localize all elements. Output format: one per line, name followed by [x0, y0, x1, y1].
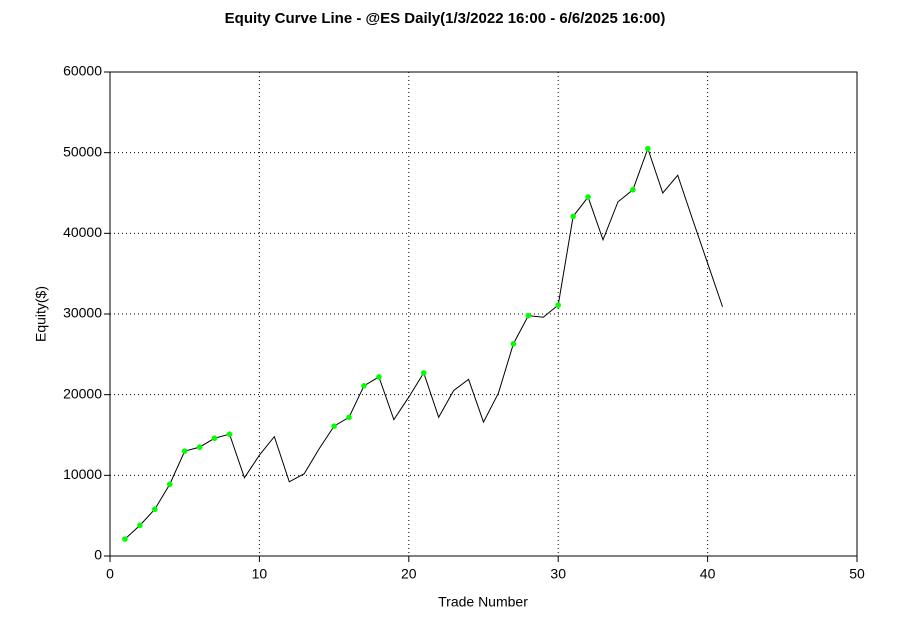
new-high-marker: [137, 522, 143, 529]
new-high-marker: [525, 312, 532, 319]
x-tick-label: 40: [700, 566, 716, 582]
x-axis-label: Trade Number: [438, 594, 528, 610]
new-high-marker: [376, 374, 382, 380]
new-high-marker: [196, 444, 203, 450]
new-high-marker: [122, 536, 128, 542]
x-tick-label: 20: [401, 566, 417, 582]
x-tick-label: 0: [106, 566, 114, 582]
new-high-marker: [570, 213, 576, 220]
plot-frame: [109, 71, 858, 557]
new-high-marker: [420, 370, 427, 376]
x-tick-label: 50: [849, 566, 865, 582]
x-tick-label: 30: [550, 566, 566, 582]
y-tick-label: 30000: [63, 305, 102, 321]
new-high-marker: [585, 194, 591, 200]
new-high-marker: [346, 414, 352, 421]
x-tick-label: 10: [252, 566, 268, 582]
new-high-marker: [645, 145, 651, 152]
y-tick-label: 60000: [63, 63, 102, 79]
y-axis-label: Equity($): [33, 286, 49, 342]
new-high-marker: [226, 431, 233, 437]
y-tick-label: 40000: [63, 224, 102, 240]
new-high-marker: [152, 506, 158, 513]
y-tick-label: 0: [94, 547, 102, 563]
new-high-marker: [166, 481, 173, 488]
new-high-marker: [211, 435, 218, 442]
new-high-marker: [181, 448, 188, 454]
y-tick-label: 20000: [63, 385, 102, 401]
y-tick-label: 50000: [63, 143, 102, 159]
new-high-marker: [331, 423, 337, 429]
new-high-marker: [630, 186, 636, 193]
new-high-marker: [555, 302, 561, 308]
y-tick-label: 10000: [63, 466, 102, 482]
new-high-marker: [510, 341, 517, 347]
chart-title: Equity Curve Line - @ES Daily(1/3/2022 1…: [225, 10, 666, 27]
new-high-marker: [361, 382, 367, 389]
equity-line: [124, 147, 724, 540]
